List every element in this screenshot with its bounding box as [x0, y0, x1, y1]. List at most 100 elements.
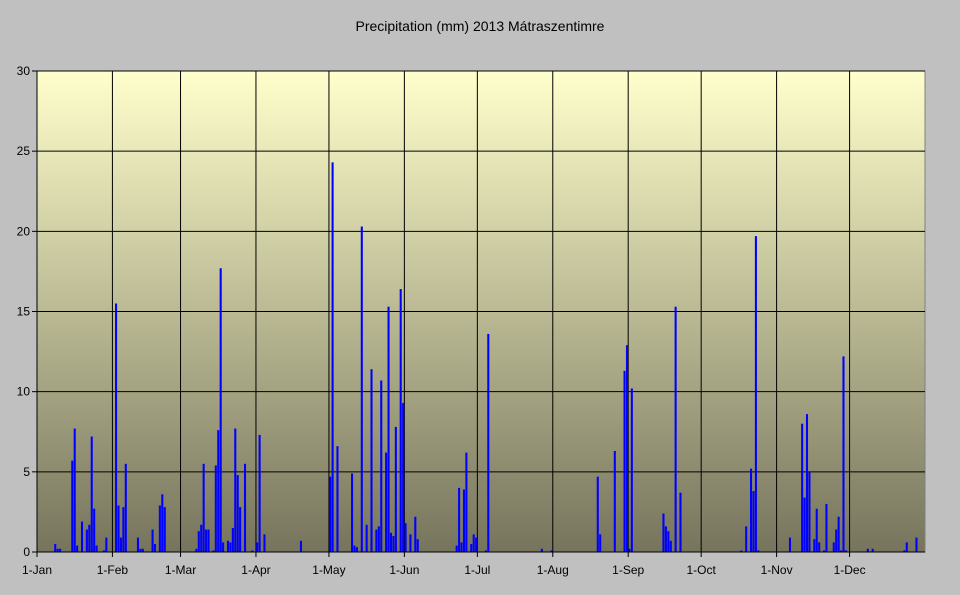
precipitation-bar — [214, 465, 217, 552]
precipitation-bar — [59, 548, 62, 552]
precipitation-bar — [903, 550, 906, 552]
precipitation-bar — [823, 550, 826, 552]
gridlines — [37, 70, 925, 552]
precipitation-bar — [93, 508, 96, 552]
precipitation-bar — [840, 550, 843, 552]
precipitation-bar — [674, 306, 677, 552]
y-tick-label: 25 — [17, 144, 31, 158]
x-tick-label: 1-Sep — [612, 563, 644, 577]
precipitation-bar — [664, 526, 667, 552]
precipitation-bar — [871, 548, 874, 552]
precipitation-bar — [465, 452, 468, 552]
precipitation-bar — [842, 356, 845, 552]
precipitation-bar — [628, 548, 631, 552]
precipitation-bar — [136, 537, 139, 552]
precipitation-bar — [740, 550, 743, 552]
precipitation-bar — [462, 489, 466, 552]
precipitation-bar — [353, 545, 356, 552]
precipitation-bar — [550, 550, 553, 552]
precipitation-bar — [389, 532, 393, 552]
precipitation-bar — [409, 534, 412, 552]
precipitation-bar — [205, 529, 208, 552]
precipitation-bar — [375, 529, 378, 552]
precipitation-bar — [757, 550, 760, 552]
precipitation-bar — [487, 333, 490, 552]
precipitation-bar — [71, 460, 74, 552]
y-tick-label: 5 — [23, 465, 30, 479]
precipitation-bar — [355, 547, 358, 552]
precipitation-bar — [161, 494, 164, 552]
x-tick-label: 1-Aug — [537, 563, 569, 577]
precipitation-bar — [231, 527, 234, 552]
chart-title: Precipitation (mm) 2013 Mátraszentimre — [356, 18, 605, 34]
precipitation-bar — [195, 548, 198, 552]
precipitation-bar — [866, 548, 869, 552]
precipitation-bar — [76, 545, 79, 552]
precipitation-bar — [251, 550, 254, 552]
precipitation-bar — [153, 543, 157, 552]
precipitation-bar — [239, 507, 242, 552]
precipitation-bar — [837, 516, 840, 552]
x-tick-label: 1-Jan — [22, 563, 52, 577]
precipitation-bar — [540, 548, 543, 552]
y-tick-label: 15 — [17, 305, 31, 319]
precipitation-bar — [56, 548, 59, 552]
x-tick-label: 1-May — [312, 563, 345, 577]
precipitation-bar — [226, 540, 230, 552]
precipitation-bar — [750, 468, 753, 552]
precipitation-bar — [662, 513, 665, 552]
precipitation-bar — [200, 524, 203, 552]
precipitation-bar — [669, 540, 672, 552]
precipitation-bar — [625, 345, 629, 552]
precipitation-bar — [815, 508, 818, 552]
x-tick-label: 1-Mar — [165, 563, 196, 577]
precipitation-bar — [808, 471, 811, 552]
precipitation-bar — [365, 524, 368, 552]
precipitation-bar — [623, 370, 626, 552]
precipitation-bar — [139, 548, 142, 552]
precipitation-bar — [667, 531, 670, 552]
precipitation-bar — [370, 369, 373, 552]
precipitation-bar — [117, 505, 120, 552]
precipitation-bar — [122, 507, 125, 552]
precipitation-bar — [470, 543, 473, 552]
precipitation-bar — [399, 289, 402, 552]
precipitation-bar — [95, 545, 98, 552]
precipitation-bar — [105, 537, 108, 552]
precipitation-bar — [351, 473, 354, 552]
x-tick-label: 1-Nov — [761, 563, 793, 577]
precipitation-bar — [331, 162, 334, 552]
precipitation-bar — [905, 542, 908, 552]
precipitation-bar — [472, 534, 475, 552]
axes: 0 5 10 15 20 25 30 1-Jan 1-Feb 1-Mar 1-Apr 1-May 1-J… — [17, 64, 925, 577]
precipitation-bar — [455, 545, 458, 552]
precipitation-bar — [54, 543, 57, 552]
precipitation-bar — [844, 550, 847, 552]
precipitation-bar — [805, 414, 809, 552]
precipitation-bar — [380, 380, 383, 552]
precipitation-bar — [163, 507, 166, 552]
bar-series — [54, 162, 918, 552]
precipitation-bar — [745, 526, 748, 552]
precipitation-bar — [803, 497, 806, 552]
precipitation-bar — [788, 537, 792, 552]
y-tick-label: 0 — [23, 545, 30, 559]
precipitation-bar — [202, 463, 205, 552]
precipitation-bar — [124, 463, 127, 552]
precipitation-bar — [394, 426, 397, 552]
precipitation-bar — [404, 523, 407, 552]
precipitation-bar — [818, 542, 821, 552]
precipitation-bar — [115, 303, 118, 552]
precipitation-bar — [299, 540, 302, 552]
precipitation-bar — [630, 388, 633, 552]
precipitation-bar — [219, 268, 222, 552]
x-tick-label: 1-Dec — [834, 563, 866, 577]
precipitation-bar — [825, 503, 828, 552]
y-tick-label: 30 — [17, 64, 31, 78]
precipitation-bar — [613, 450, 616, 552]
precipitation-bar — [197, 531, 200, 552]
precipitation-bar — [151, 529, 154, 552]
precipitation-bar — [234, 428, 237, 552]
precipitation-bar — [88, 524, 91, 552]
